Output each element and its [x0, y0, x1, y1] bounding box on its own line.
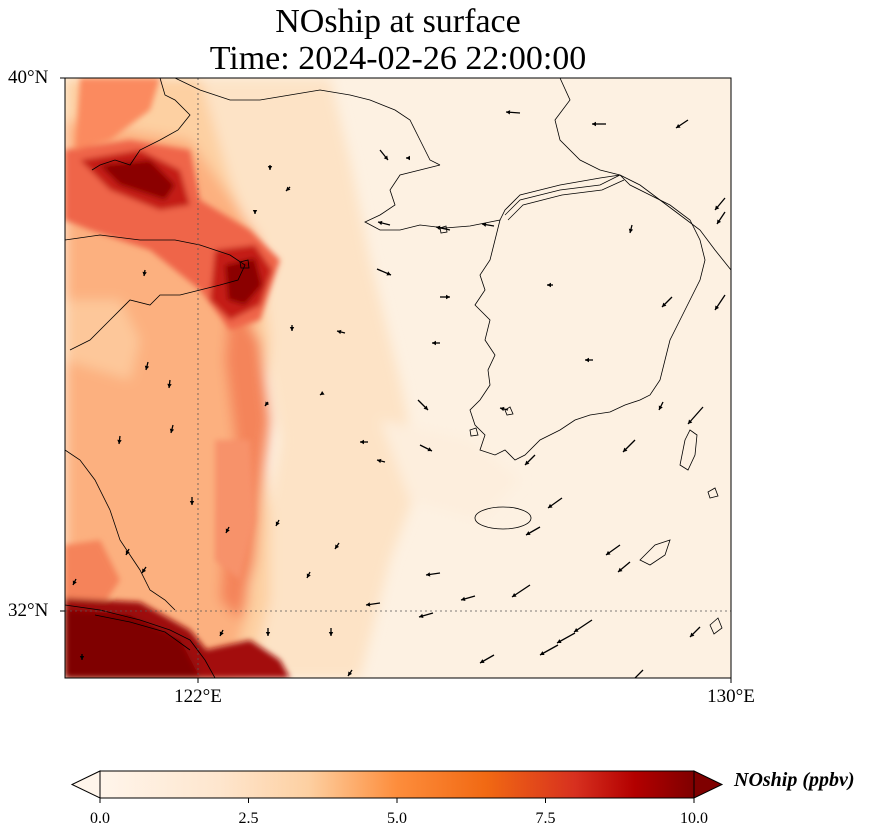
concentration-field [65, 78, 731, 678]
wind-arrow-head [628, 228, 634, 233]
wind-arrow-head [525, 460, 530, 465]
wind-arrow-head [432, 340, 436, 346]
wind-arrow-head [289, 327, 295, 331]
wind-arrow-head [275, 521, 280, 526]
wind-arrow-head [512, 592, 517, 597]
wind-arrow-head [540, 651, 545, 655]
wind-arrow-head [427, 447, 432, 452]
lat-label-32n: 32°N [8, 600, 49, 621]
colorbar-gradient [100, 771, 694, 798]
wind-arrow-head [526, 531, 531, 535]
lon-label-122e: 122°E [174, 686, 222, 707]
wind-arrow-head [426, 572, 431, 577]
wind-arrow-head [618, 567, 623, 572]
wind-arrow-head [335, 544, 340, 549]
wind-arrow-head [606, 550, 611, 555]
wind-arrow-head [252, 210, 258, 214]
wind-arrow-head [72, 580, 77, 585]
wind-arrow-head [378, 220, 383, 226]
wind-arrow-head [383, 155, 388, 160]
wind-arrow-head [717, 219, 722, 224]
colorbar-extend-min [70, 770, 101, 799]
colorbar [70, 770, 724, 803]
wind-arrow-head [189, 501, 195, 505]
wind-arrow-head [79, 656, 85, 660]
wind-arrow-head [306, 573, 311, 578]
map-subtitle: Time: 2024-02-26 22:00:00 [209, 40, 587, 77]
map-frame [64, 77, 732, 679]
wind-arrow-head [423, 405, 428, 410]
wind-arrow-head [436, 225, 441, 230]
wind-arrow-head [662, 302, 667, 307]
wind-arrow-head [461, 596, 466, 602]
wind-arrow-head [117, 439, 122, 444]
wind-arrow-head [419, 613, 424, 619]
wind-arrow-head [688, 419, 693, 424]
wind-arrow-head [320, 390, 325, 395]
wind-arrow-head [574, 627, 579, 632]
wind-arrow-head [169, 428, 175, 433]
wind-arrow-head [676, 123, 681, 128]
colorbar-label: NOship (ppbv) [734, 769, 855, 791]
colorbar-tick-label: 7.5 [535, 810, 556, 827]
wind-arrow-head [286, 186, 291, 191]
coastlines [65, 78, 731, 678]
wind-arrow-head [125, 550, 130, 555]
wind-arrow-head [348, 671, 353, 676]
wind-arrow-shaft [634, 669, 644, 678]
wind-arrow-head [360, 439, 364, 445]
wind-arrow-head [500, 406, 505, 412]
wind-arrow-head [225, 528, 230, 533]
wind-arrow-head [167, 383, 172, 388]
lon-label-130e: 130°E [707, 686, 755, 707]
wind-arrow-head [482, 222, 487, 227]
colorbar-tick-label: 10.0 [680, 810, 708, 827]
wind-arrow-head [328, 632, 334, 636]
wind-arrow-head [715, 205, 720, 210]
wind-arrow-head [142, 271, 147, 276]
wind-arrow-head [715, 305, 720, 310]
wind-arrow-head [506, 110, 511, 115]
wind-arrow-head [366, 602, 371, 607]
colorbar-tick-label: 5.0 [387, 810, 407, 827]
wind-arrow-head [690, 632, 695, 637]
wind-arrow-head [267, 166, 273, 170]
wind-arrow-head [548, 503, 553, 508]
wind-arrow-head [142, 568, 147, 573]
wind-arrow-head [265, 401, 270, 406]
wind-vectors [72, 110, 726, 678]
colorbar-tick-label: 2.5 [238, 810, 259, 827]
wind-arrow-head [585, 357, 589, 363]
wind-arrow-head [658, 405, 663, 410]
wind-arrow-head [265, 632, 271, 636]
wind-arrow-head [144, 365, 150, 370]
wind-arrow-head [386, 271, 391, 276]
wind-arrow-head [337, 329, 342, 335]
wind-arrow-head [623, 447, 628, 452]
wind-arrow-head [557, 639, 562, 643]
wind-arrow-head [446, 294, 450, 300]
colorbar-extend-max [693, 770, 724, 799]
wind-arrow-head [219, 631, 224, 636]
wind-arrow-head [592, 121, 596, 127]
wind-arrow-head [547, 282, 551, 288]
wind-arrow-head [406, 155, 410, 161]
lat-label-40n: 40°N [8, 67, 49, 88]
gridlines [65, 78, 731, 678]
wind-arrow-head [377, 458, 382, 464]
wind-arrow-head [480, 659, 485, 663]
colorbar-tick-label: 0.0 [90, 810, 110, 827]
map-title: NOship at surface [275, 3, 521, 40]
